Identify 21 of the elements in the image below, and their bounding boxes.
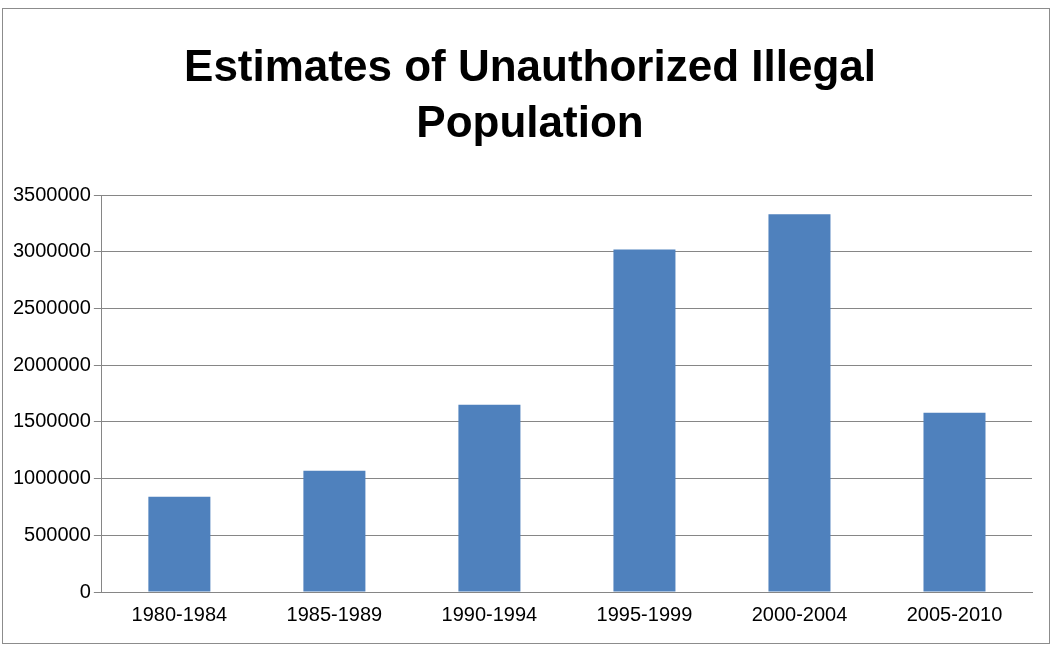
bar <box>148 496 211 592</box>
x-tick-label: 1980-1984 <box>131 602 228 625</box>
y-tick-label: 3000000 <box>12 239 91 262</box>
x-tick-label: 1985-1989 <box>286 602 383 625</box>
bar <box>613 249 676 592</box>
y-tick-label: 2500000 <box>12 295 91 318</box>
chart-title: Estimates of Unauthorized Illegal Population <box>183 40 877 148</box>
y-tick-label: 1000000 <box>12 466 91 489</box>
y-tick-label: 0 <box>79 579 91 602</box>
bar <box>923 412 986 592</box>
y-tick-label: 2000000 <box>12 352 91 375</box>
y-tick-label: 500000 <box>24 522 91 545</box>
bar <box>768 214 831 592</box>
bar <box>458 404 521 592</box>
x-tick-label: 1995-1999 <box>596 602 693 625</box>
bar <box>303 470 366 592</box>
x-tick-label: 2000-2004 <box>751 602 848 625</box>
y-tick-label: 3500000 <box>12 182 91 205</box>
y-tick-label: 1500000 <box>12 409 91 432</box>
x-tick-label: 1990-1994 <box>441 602 538 625</box>
x-tick-label: 2005-2010 <box>906 602 1003 625</box>
